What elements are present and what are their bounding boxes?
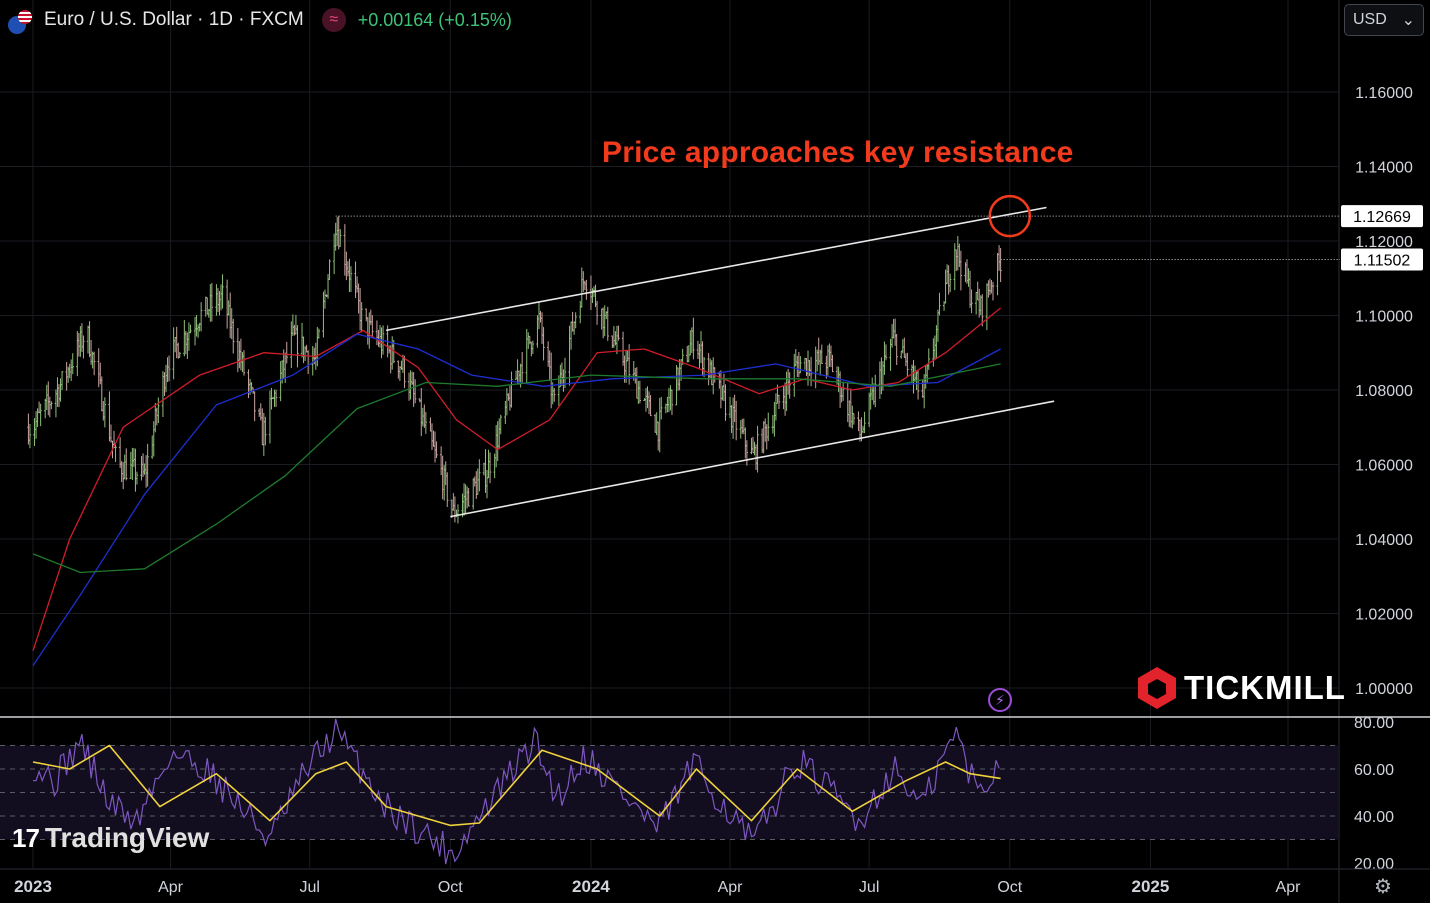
price-label-text: 1.11502 <box>1354 253 1411 270</box>
ma_mid-line <box>32 333 1001 666</box>
y-tick-label: 1.06000 <box>1355 458 1413 475</box>
y-tick-label: 1.04000 <box>1355 532 1413 549</box>
x-tick-label: Apr <box>1276 879 1302 896</box>
symbol-title[interactable]: Euro / U.S. Dollar · 1D · FXCM <box>44 9 304 30</box>
tradingview-logo-icon: 17 <box>12 822 40 853</box>
x-tick-label: 2024 <box>572 877 610 896</box>
currency-label: USD <box>1353 11 1387 28</box>
tradingview-watermark: 17 TradingView <box>12 822 209 854</box>
price-label-box <box>1341 205 1423 228</box>
wave-icon[interactable]: ≈ <box>321 8 346 32</box>
x-tick-label: 2023 <box>14 877 52 896</box>
y-tick-label: 1.12000 <box>1355 234 1413 251</box>
rsi-line <box>32 718 1000 865</box>
x-tick-label: Jul <box>299 879 319 896</box>
moving-averages <box>32 307 1002 666</box>
price-label-box <box>1341 248 1423 271</box>
price-bars <box>27 215 1002 524</box>
settings-icon[interactable]: ⚙ <box>1374 876 1392 898</box>
channel-line <box>450 400 1055 518</box>
rsi-tick-label: 80.00 <box>1354 715 1394 732</box>
watermark-text: TradingView <box>44 822 210 853</box>
chevron-down-icon: ⌄ <box>1401 12 1415 29</box>
y-tick-label: 1.10000 <box>1355 309 1413 326</box>
rsi-ma-line <box>32 744 1001 827</box>
x-tick-label: Oct <box>997 879 1022 896</box>
y-tick-label: 1.08000 <box>1355 383 1413 400</box>
rsi-pane: 80.00 60.00 40.00 20.00 <box>0 715 1394 873</box>
channel-line <box>385 206 1047 332</box>
rsi-tick-label: 60.00 <box>1354 762 1394 779</box>
y-tick-label: 1.16000 <box>1355 85 1413 102</box>
x-tick-label: Oct <box>438 879 463 896</box>
ma_fast-line <box>32 307 1002 652</box>
x-tick-label: Jul <box>859 879 879 896</box>
tickmill-hex-icon <box>1138 667 1176 709</box>
currency-select[interactable]: USD ⌄ <box>1344 4 1424 36</box>
price-change: +0.00164 (+0.15%) <box>357 9 512 30</box>
x-tick-label: Apr <box>718 879 744 896</box>
y-tick-label: 1.14000 <box>1355 160 1413 177</box>
trend-channel <box>385 194 1055 518</box>
lightning-icon[interactable]: ⚡ <box>988 688 1012 712</box>
grid-lines <box>0 0 1338 868</box>
tickmill-logo: TICKMILL <box>1138 667 1346 709</box>
y-tick-label: 1.02000 <box>1355 607 1413 624</box>
price-levels: 1.12669 1.11502 <box>335 205 1423 271</box>
rsi-tick-label: 20.00 <box>1354 856 1394 873</box>
brand-name: TICKMILL <box>1184 669 1346 706</box>
x-tick-label: 2025 <box>1132 877 1170 896</box>
rsi-tick-label: 40.00 <box>1354 809 1394 826</box>
eurusd-flag-icon <box>8 8 36 34</box>
symbol-header[interactable]: Euro / U.S. Dollar · 1D · FXCM ≈ +0.0016… <box>8 6 512 34</box>
chart-annotation: Price approaches key resistance <box>602 136 1074 169</box>
x-tick-label: Apr <box>158 879 184 896</box>
y-tick-label: 1.00000 <box>1355 681 1413 698</box>
price-label-text: 1.12669 <box>1353 209 1411 226</box>
ma_slow-line <box>32 363 1001 574</box>
